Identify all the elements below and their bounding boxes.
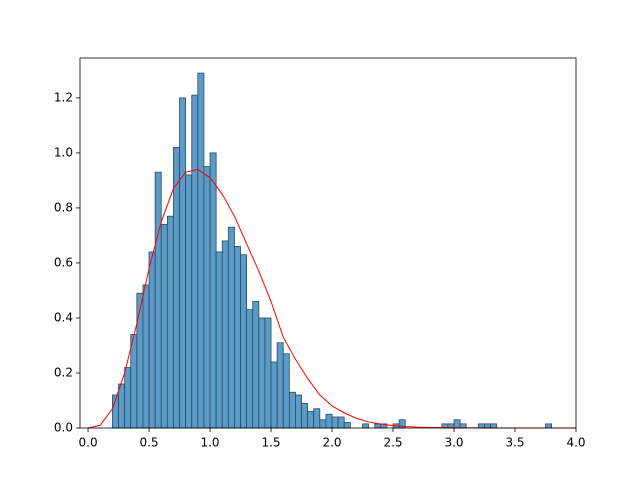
x-tick-label: 2.0 <box>322 436 341 450</box>
bar <box>160 224 168 429</box>
x-tick-label: 0.5 <box>139 436 158 450</box>
bar <box>453 419 461 429</box>
bar <box>319 419 327 429</box>
bar <box>490 423 498 429</box>
x-tick-label: 4.0 <box>566 436 585 450</box>
y-tick-label: 0.8 <box>54 200 73 214</box>
y-tick-label: 0.0 <box>54 421 73 435</box>
bar <box>264 317 272 429</box>
bar <box>209 152 217 429</box>
bar <box>221 240 229 429</box>
bar <box>246 309 254 429</box>
plot-frame <box>79 57 577 429</box>
bar <box>118 383 126 429</box>
bar <box>185 174 193 429</box>
y-tick-label: 0.6 <box>54 255 73 269</box>
bar <box>179 97 187 429</box>
x-tick-label: 3.5 <box>505 436 524 450</box>
bar <box>166 215 174 429</box>
bar <box>301 402 309 429</box>
bar <box>191 94 199 429</box>
bar <box>252 301 260 429</box>
bar <box>313 408 321 429</box>
bar <box>288 391 296 429</box>
bar <box>227 226 235 429</box>
bar <box>343 422 351 429</box>
bar <box>240 254 248 429</box>
bar <box>325 413 333 429</box>
x-tick-label: 1.5 <box>261 436 280 450</box>
bar <box>331 416 339 429</box>
bar <box>362 423 370 429</box>
y-tick-label: 1.2 <box>54 90 73 104</box>
bar <box>276 342 284 429</box>
bar <box>136 292 144 429</box>
x-tick-label: 1.0 <box>200 436 219 450</box>
y-tick-label: 1.0 <box>54 145 73 159</box>
x-tick-label: 2.5 <box>383 436 402 450</box>
y-tick-label: 0.4 <box>54 310 73 324</box>
bar <box>295 394 302 429</box>
bar <box>173 147 180 429</box>
x-tick-label: 0.0 <box>79 436 98 450</box>
y-tick-label: 0.2 <box>54 365 73 379</box>
bar <box>130 334 138 429</box>
bar <box>545 423 553 429</box>
bar <box>148 251 156 429</box>
bar <box>234 246 241 429</box>
bar <box>337 416 345 429</box>
bar <box>154 171 162 429</box>
bar <box>270 361 278 429</box>
bar <box>142 284 150 429</box>
bar <box>203 166 211 429</box>
bar <box>258 317 266 429</box>
bar <box>215 251 223 429</box>
bar <box>374 423 382 429</box>
bar <box>282 353 290 429</box>
x-tick-label: 3.0 <box>444 436 463 450</box>
bar <box>307 411 315 429</box>
bar <box>197 72 205 429</box>
bar <box>124 367 132 429</box>
density-curve <box>87 168 576 429</box>
